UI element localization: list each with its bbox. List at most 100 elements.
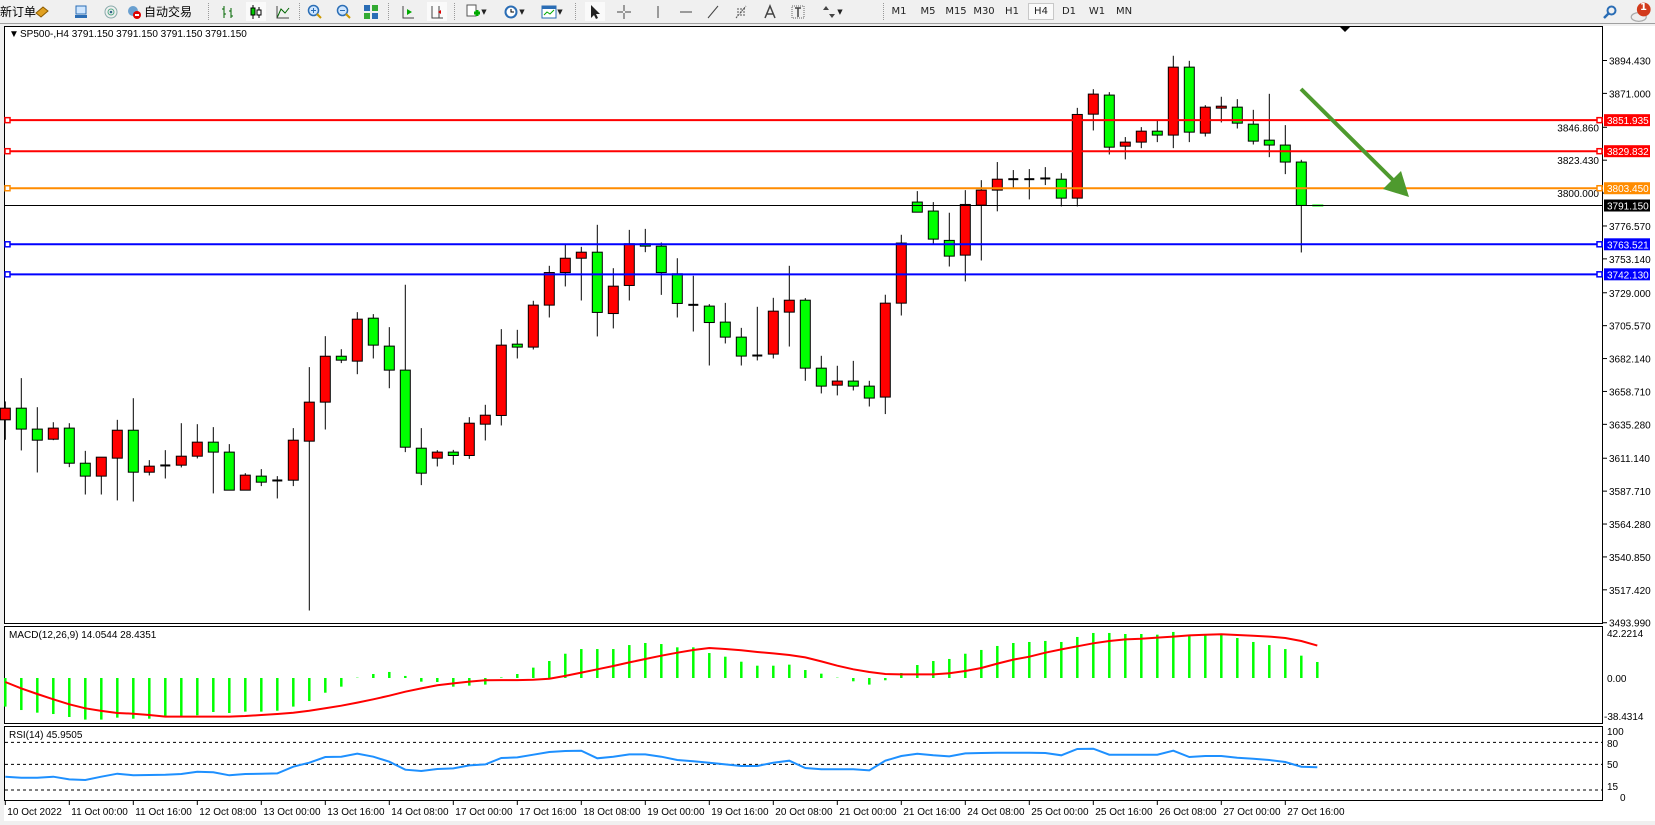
signals-button[interactable]: [101, 2, 121, 21]
candle[interactable]: [303, 367, 315, 611]
candle[interactable]: [1024, 169, 1035, 200]
candle[interactable]: [799, 298, 811, 381]
candle[interactable]: [655, 242, 667, 295]
new-order-button[interactable]: 新订单: [0, 2, 36, 21]
candle[interactable]: [703, 304, 715, 366]
candle[interactable]: [47, 422, 59, 441]
timeframe-m5[interactable]: M5: [920, 6, 936, 17]
candle[interactable]: [847, 360, 859, 391]
market-watch-button[interactable]: [32, 2, 52, 21]
candle[interactable]: [383, 327, 395, 389]
candle[interactable]: [863, 380, 875, 407]
candle[interactable]: [815, 355, 827, 394]
candle[interactable]: [207, 427, 219, 494]
candle[interactable]: [239, 473, 251, 491]
candle[interactable]: [1279, 125, 1291, 175]
candle[interactable]: [927, 202, 939, 245]
horizontal-line-button[interactable]: [676, 2, 696, 21]
main-price-panel[interactable]: [4, 26, 1603, 624]
line-handle-left[interactable]: [4, 241, 11, 248]
candle[interactable]: [831, 365, 843, 396]
candle[interactable]: [1071, 107, 1083, 207]
candlestick-button[interactable]: [246, 2, 266, 21]
candle[interactable]: [1183, 60, 1195, 143]
tile-windows-button[interactable]: [361, 2, 381, 21]
candle[interactable]: [367, 314, 379, 359]
candle[interactable]: [79, 450, 91, 495]
candle[interactable]: [287, 428, 299, 487]
collapse-triangle-icon[interactable]: ▼: [9, 29, 19, 40]
candle[interactable]: [399, 284, 411, 453]
timeframe-h4[interactable]: H4: [1028, 3, 1054, 20]
candle[interactable]: [735, 327, 747, 366]
search-button[interactable]: [1600, 2, 1620, 21]
candle[interactable]: [95, 456, 107, 495]
candle[interactable]: [879, 294, 891, 415]
candle[interactable]: [527, 300, 539, 350]
horizontal-line[interactable]: 3851.935: [4, 114, 1650, 127]
candle[interactable]: [335, 349, 347, 364]
trendline-button[interactable]: [703, 2, 723, 21]
crosshair-button[interactable]: [614, 2, 634, 21]
line-handle-right[interactable]: [1596, 116, 1603, 124]
text-button[interactable]: [760, 2, 780, 21]
auto-scroll-button[interactable]: [398, 2, 418, 21]
candle[interactable]: [351, 312, 363, 375]
candle[interactable]: [1119, 137, 1131, 160]
candle[interactable]: [1008, 170, 1019, 189]
timeframe-d1[interactable]: D1: [1061, 6, 1077, 17]
periods-button[interactable]: ▼: [499, 2, 529, 21]
indicators-button[interactable]: ▼: [461, 2, 491, 21]
candle[interactable]: [15, 378, 27, 451]
candle[interactable]: [431, 450, 443, 467]
line-handle-right[interactable]: [1596, 241, 1603, 248]
timeframe-w1[interactable]: W1: [1088, 6, 1106, 17]
line-handle-left[interactable]: [4, 271, 11, 278]
candle[interactable]: [511, 329, 523, 359]
candle[interactable]: [911, 191, 923, 213]
candle[interactable]: [559, 243, 571, 287]
candle[interactable]: [143, 460, 155, 476]
horizontal-line[interactable]: 3763.521: [4, 238, 1650, 251]
candle[interactable]: [223, 444, 235, 491]
candle[interactable]: [175, 423, 187, 468]
candle[interactable]: [943, 212, 955, 267]
candle[interactable]: [752, 306, 763, 361]
fibonacci-button[interactable]: [731, 2, 751, 21]
line-handle-left[interactable]: [4, 116, 11, 124]
candle[interactable]: [607, 268, 619, 329]
candle[interactable]: [991, 162, 1003, 212]
zoom-out-button[interactable]: [334, 2, 354, 21]
candle[interactable]: [688, 275, 699, 332]
navigator-button[interactable]: [71, 2, 91, 21]
candle[interactable]: [127, 398, 139, 502]
vertical-line-button[interactable]: [648, 2, 668, 21]
candle[interactable]: [1215, 96, 1227, 123]
candle[interactable]: [1263, 93, 1275, 158]
candle[interactable]: [1247, 109, 1259, 145]
rsi-panel[interactable]: [4, 726, 1603, 801]
line-handle-left[interactable]: [4, 147, 11, 155]
timeframe-mn[interactable]: MN: [1115, 6, 1133, 17]
bar-chart-button[interactable]: [218, 2, 238, 21]
candle[interactable]: [479, 404, 491, 441]
timeframe-m30[interactable]: M30: [973, 6, 995, 17]
candle[interactable]: [111, 419, 123, 501]
candle[interactable]: [272, 476, 283, 499]
candle[interactable]: [1040, 167, 1051, 186]
timeframe-h1[interactable]: H1: [1005, 6, 1019, 17]
timeframe-m15[interactable]: M15: [945, 6, 967, 17]
arrows-button[interactable]: ▼: [816, 2, 848, 21]
candle[interactable]: [1087, 89, 1099, 131]
line-handle-left[interactable]: [4, 184, 11, 192]
horizontal-line[interactable]: 3829.832: [4, 145, 1650, 158]
horizontal-line[interactable]: 3803.450: [4, 182, 1650, 195]
cursor-button[interactable]: [585, 2, 605, 21]
notifications-button[interactable]: 1: [1627, 2, 1653, 22]
candle[interactable]: [1151, 119, 1163, 143]
candle[interactable]: [160, 450, 171, 479]
candle[interactable]: [319, 336, 331, 430]
line-chart-button[interactable]: [273, 2, 293, 21]
text-label-button[interactable]: [788, 2, 808, 21]
